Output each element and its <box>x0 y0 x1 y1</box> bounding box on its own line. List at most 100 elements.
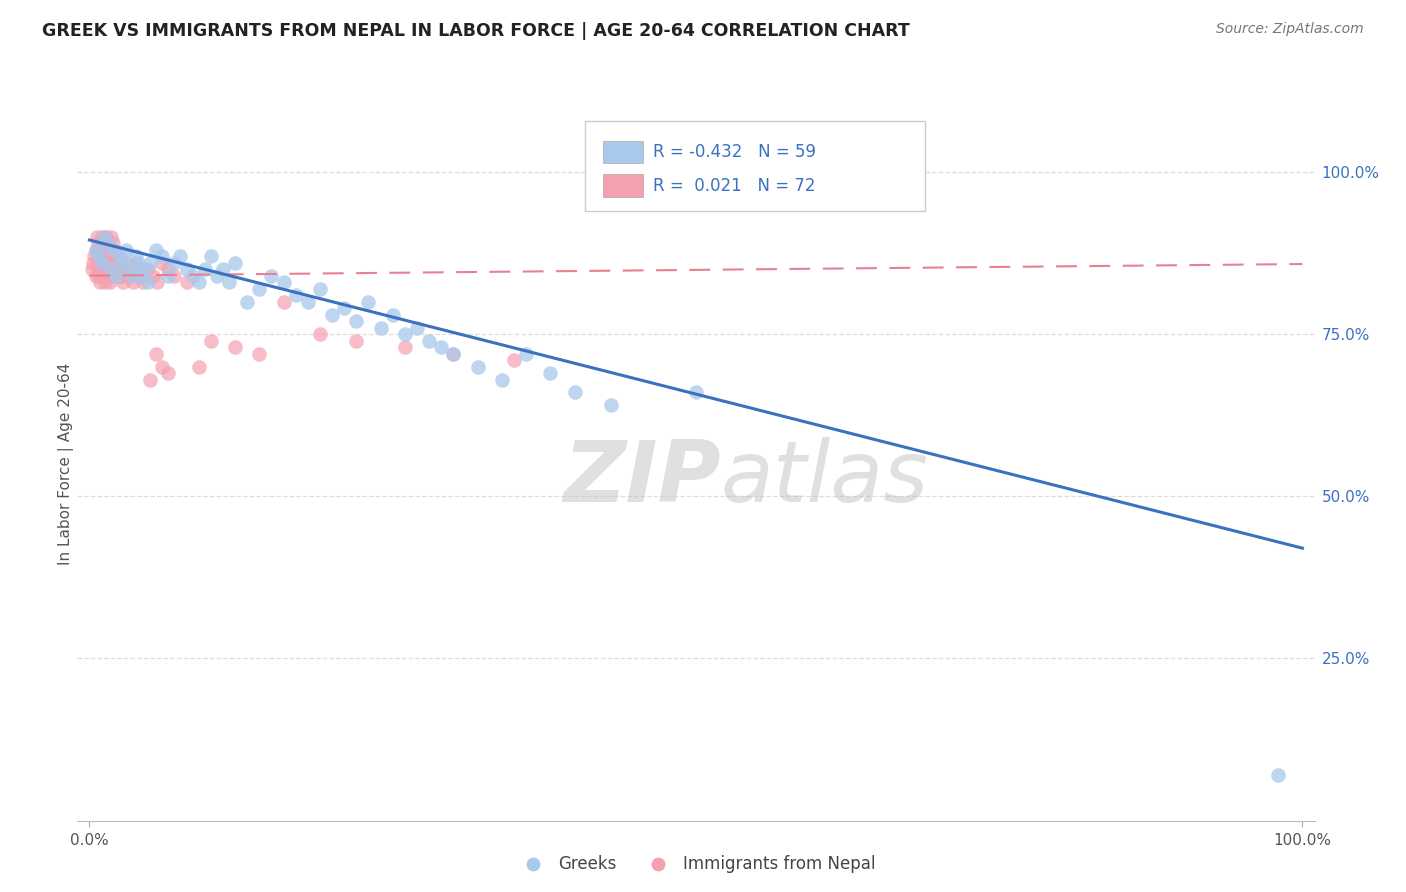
Point <box>91 262 114 277</box>
Point <box>224 256 246 270</box>
Point <box>181 268 204 283</box>
Point <box>90 256 112 270</box>
Point <box>96 229 118 244</box>
Point <box>120 268 142 283</box>
Point <box>381 308 404 322</box>
Point <box>97 236 120 251</box>
Point <box>93 268 115 283</box>
Point <box>467 359 489 374</box>
Point <box>357 294 380 309</box>
Point <box>127 262 149 277</box>
Point <box>146 275 169 289</box>
Point <box>112 256 135 270</box>
Point <box>111 268 134 283</box>
Point <box>103 243 125 257</box>
Point <box>145 346 167 360</box>
Point <box>94 249 117 263</box>
Point <box>297 294 319 309</box>
Point <box>89 249 111 263</box>
Point <box>150 256 173 270</box>
Point <box>1267 768 1289 782</box>
Point <box>394 327 416 342</box>
Point <box>108 256 131 270</box>
Point <box>218 275 240 289</box>
Point <box>394 340 416 354</box>
Point <box>87 262 110 277</box>
Point <box>157 262 180 277</box>
Point <box>110 262 132 277</box>
Point <box>100 229 122 244</box>
Point <box>224 340 246 354</box>
Point <box>200 249 222 263</box>
Point <box>122 275 145 289</box>
Point <box>418 334 440 348</box>
Point <box>100 262 122 277</box>
Point <box>212 262 235 277</box>
Point <box>107 268 129 283</box>
Point <box>139 256 162 270</box>
Point <box>321 308 343 322</box>
Point <box>82 256 104 270</box>
Point <box>97 262 120 277</box>
Point <box>169 249 191 263</box>
Point <box>406 320 429 334</box>
Point <box>538 366 561 380</box>
Point <box>86 256 108 270</box>
Point <box>103 268 125 283</box>
Y-axis label: In Labor Force | Age 20-64: In Labor Force | Age 20-64 <box>58 363 75 565</box>
Point <box>100 256 122 270</box>
Text: atlas: atlas <box>721 436 929 520</box>
Point <box>117 262 139 277</box>
Point <box>112 275 135 289</box>
Point <box>309 327 332 342</box>
Point <box>105 262 128 277</box>
Point <box>247 346 270 360</box>
Point <box>129 268 152 283</box>
Point <box>84 243 107 257</box>
Point <box>441 346 464 360</box>
Point <box>176 262 198 277</box>
Point <box>284 288 307 302</box>
Point <box>273 294 295 309</box>
Point <box>98 249 121 263</box>
Point <box>157 268 180 283</box>
Point <box>430 340 453 354</box>
Point <box>176 275 198 289</box>
Point <box>141 268 163 283</box>
Point <box>101 236 124 251</box>
Text: Source: ZipAtlas.com: Source: ZipAtlas.com <box>1216 22 1364 37</box>
Point <box>600 399 623 413</box>
Point <box>491 372 513 386</box>
Point <box>163 256 186 270</box>
Point <box>103 243 125 257</box>
Point <box>117 262 139 277</box>
Point <box>247 282 270 296</box>
Point <box>187 359 209 374</box>
Point <box>104 249 127 263</box>
Point <box>200 334 222 348</box>
Point <box>685 385 707 400</box>
Point <box>515 346 537 360</box>
Point <box>101 262 124 277</box>
Point <box>84 268 107 283</box>
Point <box>124 249 146 263</box>
FancyBboxPatch shape <box>603 141 643 163</box>
Point <box>86 229 108 244</box>
Point <box>89 243 111 257</box>
Point <box>187 275 209 289</box>
Point <box>94 275 117 289</box>
Point <box>97 236 120 251</box>
Point <box>124 256 146 270</box>
Point <box>370 320 392 334</box>
Point <box>91 236 114 251</box>
Point <box>236 294 259 309</box>
Point <box>121 268 143 283</box>
Point <box>89 249 111 263</box>
Point <box>273 275 295 289</box>
Point <box>132 262 155 277</box>
Point <box>139 372 162 386</box>
Point <box>90 256 112 270</box>
Point <box>503 353 526 368</box>
Point <box>84 243 107 257</box>
Point <box>194 262 217 277</box>
